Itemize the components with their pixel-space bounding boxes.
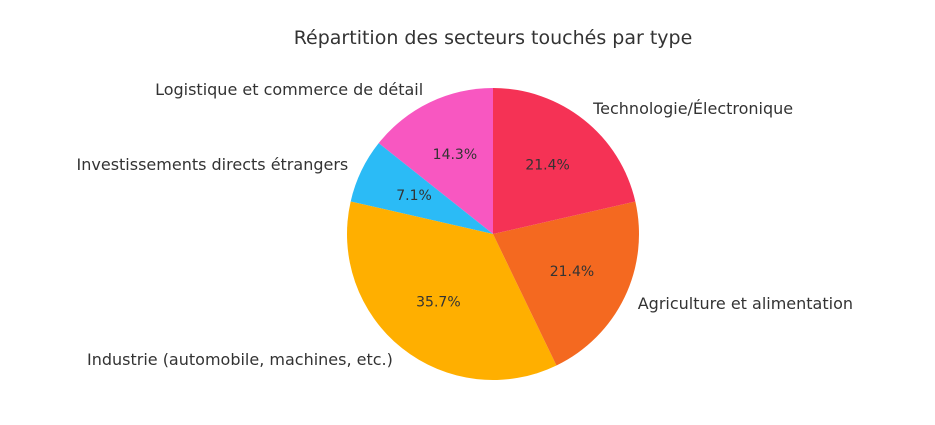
pie-category-label: Industrie (automobile, machines, etc.) <box>87 350 393 369</box>
pie-percent-labels: 14.3% 7.1% 35.7% 21.4% 21.4% <box>396 147 594 310</box>
pie-category-label: Technologie/Électronique <box>592 99 793 118</box>
pie-category-label: Agriculture et alimentation <box>638 294 853 313</box>
pie-category-label: Logistique et commerce de détail <box>155 80 423 99</box>
pie-slice-technologie-electronique <box>493 87 636 235</box>
pie-slices <box>347 87 639 381</box>
pie-slice-investissements-directs-etrangers <box>350 143 493 234</box>
pie-percent-label: 14.3% <box>433 147 477 163</box>
pie-percent-label: 7.1% <box>396 188 432 204</box>
pie-category-labels: Logistique et commerce de détail Investis… <box>77 80 854 369</box>
chart-title: Répartition des secteurs touchés par typ… <box>294 27 693 49</box>
pie-percent-label: 35.7% <box>416 295 460 311</box>
pie-slice-logistique-et-commerce-de-detail <box>378 88 493 234</box>
pie-category-label: Investissements directs étrangers <box>77 155 349 174</box>
pie-slice-industrie-automobile-machines-etc <box>347 201 557 381</box>
pie-percent-label: 21.4% <box>525 157 569 173</box>
pie-percent-label: 21.4% <box>550 264 594 280</box>
pie-slice-agriculture-et-alimentation <box>493 201 639 366</box>
